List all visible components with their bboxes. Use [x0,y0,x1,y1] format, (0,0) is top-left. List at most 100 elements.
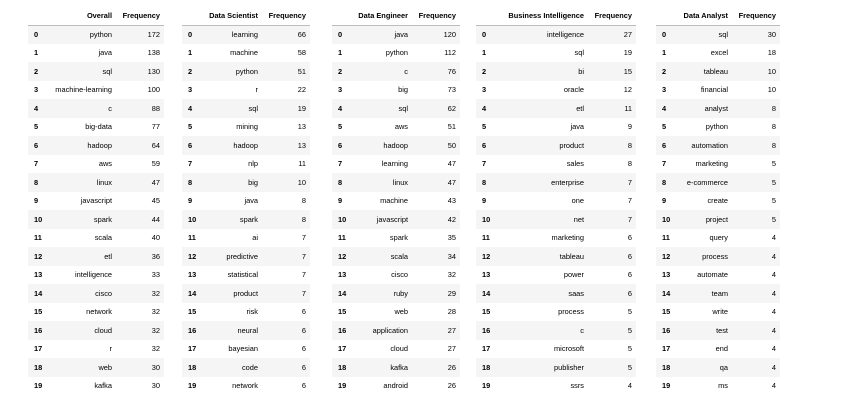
word-cell: big-data [85,122,112,132]
row-index: 16 [188,325,197,335]
table-header-row: Overall Frequency [28,7,164,26]
row-index: 14 [662,288,671,298]
table-row: 9 create 5 [656,192,780,211]
table-row: 3 big 73 [332,81,460,100]
frequency-cell: 5 [771,177,776,187]
word-cell: bi [578,66,584,76]
frequency-cell: 33 [151,270,160,280]
frequency-cell: 112 [444,48,456,58]
table-row: 16 neural 6 [182,321,310,340]
frequency-cell: 6 [627,233,632,243]
word-cell: write [712,307,728,317]
frequency-cell: 6 [627,288,632,298]
row-index: 18 [662,362,671,372]
word-cell: spark [389,233,408,243]
word-cell: excel [710,48,728,58]
frequency-cell: 58 [297,48,306,58]
word-cell: learning [231,30,258,39]
word-cell: spark [93,214,112,224]
word-cell: javascript [80,196,112,206]
word-cell: e-commerce [686,177,728,187]
row-index: 19 [338,381,347,391]
table-row: 3 r 22 [182,81,310,100]
table-row: 15 risk 6 [182,303,310,322]
row-index: 4 [188,103,193,113]
table-row: 1 python 112 [332,44,460,63]
frequency-cell: 66 [297,30,306,39]
row-index: 8 [188,177,193,187]
row-index: 15 [34,307,43,317]
word-cell: kafka [94,381,112,391]
row-index: 6 [662,140,667,150]
word-cell: cisco [95,288,112,298]
table-row: 5 aws 51 [332,118,460,137]
word-cell: end [715,344,728,354]
frequency-cell: 4 [771,307,776,317]
table-row: 17 bayesian 6 [182,340,310,359]
row-index: 2 [482,66,487,76]
table-row: 11 query 4 [656,229,780,248]
word-cell: etl [576,103,584,113]
row-index: 3 [482,85,487,95]
row-index: 5 [338,122,343,132]
word-cell: process [702,251,728,261]
word-cell: bayesian [228,344,258,354]
word-cell: marketing [551,233,584,243]
row-index: 12 [662,251,671,261]
frequency-cell: 47 [447,177,456,187]
frequency-cell: 6 [627,270,632,280]
word-cell: java [98,48,112,58]
frequency-cell: 11 [624,103,632,113]
frequency-cell: 19 [297,103,306,113]
table-row: 2 bi 15 [476,62,636,81]
frequency-cell: 4 [771,362,776,372]
row-index: 13 [338,270,347,280]
frequency-cell: 5 [627,362,632,372]
word-cell: sql [248,103,258,113]
table-row: 12 etl 36 [28,247,164,266]
table-row: 15 process 5 [476,303,636,322]
frequency-cell: 32 [151,344,160,354]
table-row: 6 product 8 [476,136,636,155]
table-row: 3 oracle 12 [476,81,636,100]
word-cell: c [580,325,584,335]
word-cell: network [232,381,258,391]
row-index: 7 [482,159,487,169]
table-row: 10 javascript 42 [332,210,460,229]
frequency-cell: 32 [151,288,160,298]
row-index: 10 [662,214,671,224]
frequency-cell: 36 [151,251,160,261]
word-cell: scala [390,251,408,261]
frequency-cell: 26 [447,381,456,391]
frequency-cell: 47 [447,159,456,169]
word-cell: net [573,214,584,224]
frequency-cell: 59 [151,159,160,169]
word-cell: automation [691,140,728,150]
business-intelligence-frequency-table: Business Intelligence Frequency 0 intelli… [476,7,636,395]
row-index: 5 [188,122,193,132]
table-row: 9 one 7 [476,192,636,211]
table-row: 14 cisco 32 [28,284,164,303]
row-index: 13 [662,270,671,280]
table-row: 14 team 4 [656,284,780,303]
word-cell: linux [392,177,408,187]
word-cell: aws [394,122,408,132]
word-cell: machine [230,48,258,58]
row-index: 5 [482,122,487,132]
word-cell: aws [98,159,112,169]
frequency-cell: 45 [151,196,160,206]
word-cell: intelligence [75,270,112,280]
row-index: 2 [338,66,343,76]
row-index: 5 [34,122,39,132]
table-row: 12 scala 34 [332,247,460,266]
row-index: 18 [338,362,347,372]
table-row: 18 publisher 5 [476,358,636,377]
table-row: 4 sql 19 [182,99,310,118]
word-cell: enterprise [551,177,584,187]
frequency-cell: 138 [147,48,160,58]
word-cell: ssrs [570,381,584,391]
frequency-cell: 19 [623,48,632,58]
word-cell: cloud [94,325,112,335]
word-cell: java [244,196,258,206]
frequency-cell: 29 [447,288,456,298]
